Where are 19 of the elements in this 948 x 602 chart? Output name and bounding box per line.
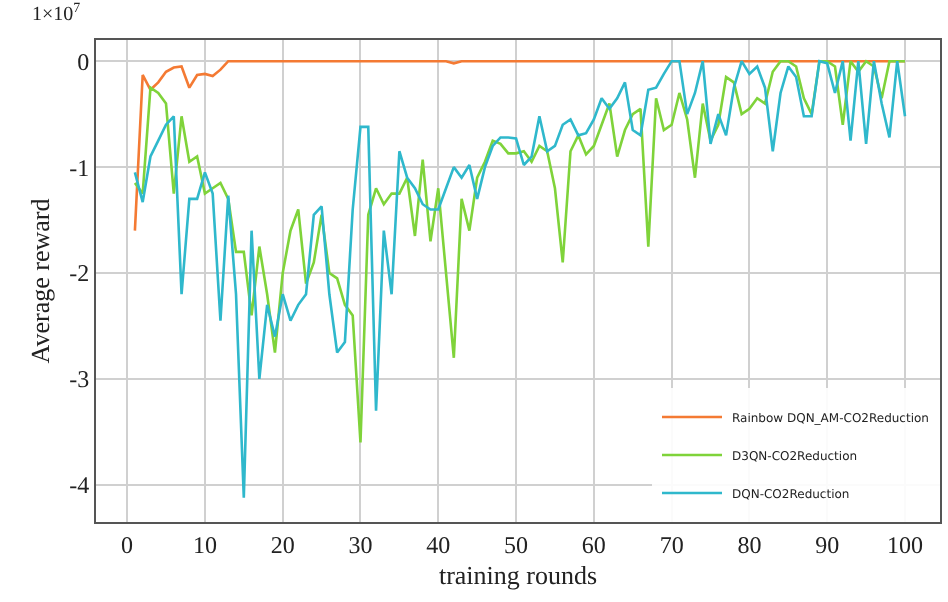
x-axis-title: training rounds — [438, 560, 598, 590]
x-tick-label: 40 — [426, 530, 451, 559]
y-tick-label: -1 — [69, 153, 90, 182]
y-tick-label: -4 — [69, 471, 90, 500]
x-tick-label: 60 — [581, 530, 606, 559]
x-tick-label: 90 — [815, 530, 840, 559]
x-tick-label: 50 — [504, 530, 529, 559]
y-axis-title: Average reward — [25, 197, 56, 364]
y-tick-label: -2 — [69, 259, 90, 288]
text: 1×10$^{7}$ — [32, 0, 82, 27]
y-tick-label: 0 — [77, 47, 90, 76]
x-tick-label: 80 — [737, 530, 762, 559]
x-tick-label: 0 — [121, 530, 134, 559]
x-tick-label: 30 — [348, 530, 373, 559]
x-tick-label: 70 — [659, 530, 684, 559]
x-tick-label: 10 — [192, 530, 217, 559]
x-tick-label: 100 — [887, 530, 923, 559]
y-tick-label: -3 — [69, 365, 90, 394]
x-tick-label: 20 — [270, 530, 295, 559]
